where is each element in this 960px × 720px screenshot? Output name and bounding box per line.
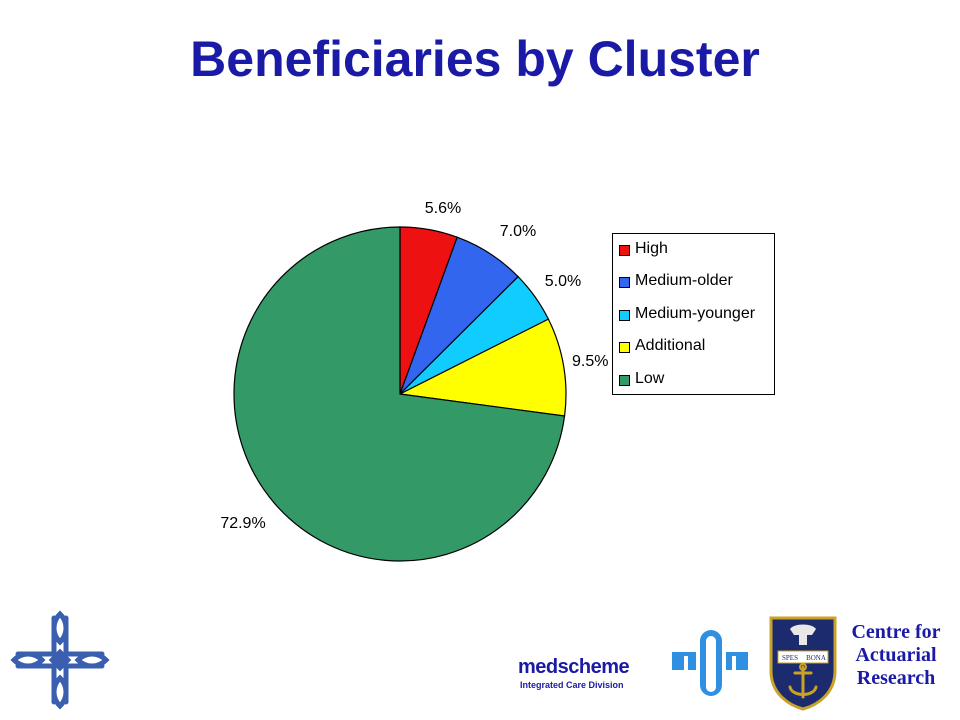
pie-label-additional: 9.5%	[572, 353, 608, 370]
pie-slice-low	[233, 226, 566, 562]
medscheme-wordmark: medscheme	[518, 656, 630, 678]
legend-swatch-additional	[619, 342, 630, 354]
legend-item-medium-older: Medium-older	[619, 272, 774, 304]
pie-label-medium-older: 7.0%	[500, 223, 536, 240]
legend-swatch-medium-younger	[619, 309, 630, 321]
car-line-2: Actuarial	[855, 644, 937, 666]
pie-label-medium-younger: 5.0%	[545, 273, 581, 290]
legend-label-additional: Additional	[635, 337, 706, 355]
medscheme-subtitle: Integrated Care Division	[520, 680, 624, 690]
pie-slice-additional	[397, 318, 567, 417]
chart-legend: High Medium-older Medium-younger Additio…	[612, 233, 775, 395]
legend-item-low: Low	[619, 370, 774, 402]
legend-label-medium-younger: Medium-younger	[635, 304, 756, 322]
legend-swatch-high	[619, 245, 630, 256]
pie-label-high: 5.6%	[425, 200, 461, 217]
legend-swatch-low	[619, 374, 630, 386]
legend-label-low: Low	[635, 369, 665, 387]
car-line-1: Centre for	[851, 621, 941, 643]
legend-item-high: High	[619, 240, 774, 272]
legend-label-medium-older: Medium-older	[635, 272, 733, 290]
cross-people-logo	[10, 610, 110, 710]
crest-motto-2: BONA	[806, 654, 826, 662]
university-crest-logo: SPES BONA	[769, 616, 837, 711]
legend-swatch-medium-older	[619, 277, 630, 289]
slide-title: Beneficiaries by Cluster	[190, 31, 760, 87]
pie-label-low: 72.9%	[220, 515, 265, 532]
legend-label-high: High	[635, 240, 668, 257]
crest-motto-1: SPES	[782, 654, 798, 662]
centre-for-actuarial-research-wordmark: Centre for Actuarial Research	[838, 621, 954, 690]
medscheme-m-logo	[672, 630, 748, 696]
legend-item-medium-younger: Medium-younger	[619, 305, 774, 337]
legend-item-additional: Additional	[619, 337, 774, 369]
car-line-3: Research	[856, 667, 936, 689]
